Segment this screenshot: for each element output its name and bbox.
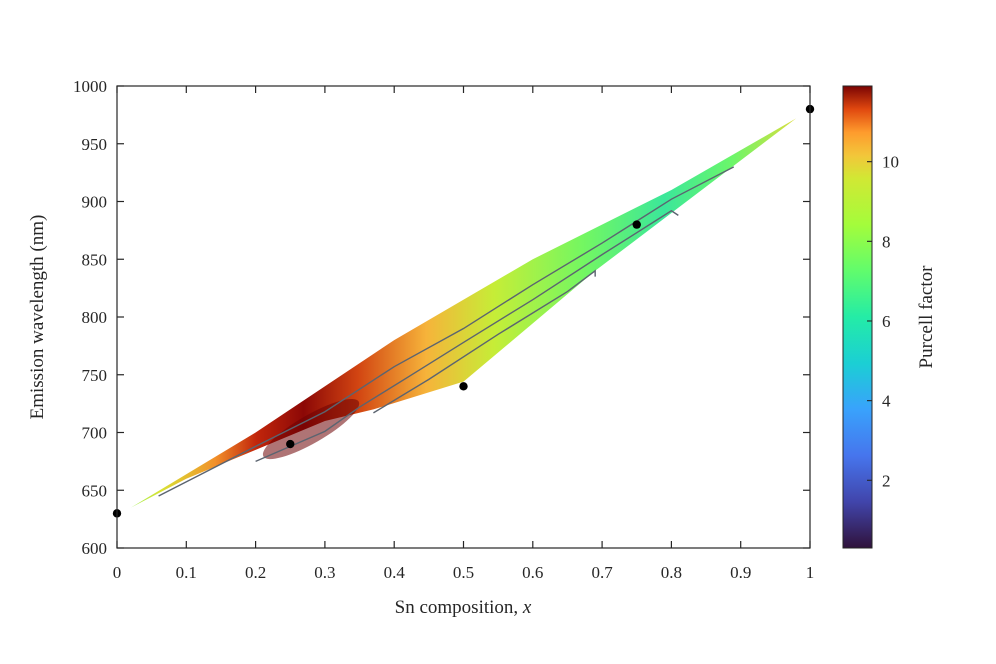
x-tick-label: 0.1	[176, 563, 197, 582]
x-axis-ticks: 0 0.1 0.2 0.3 0.4 0.5 0.6 0.7 0.8 0.9 1	[113, 86, 815, 582]
colorbar-tick-label: 10	[882, 153, 899, 172]
colorbar-tick-label: 4	[882, 392, 891, 411]
y-tick-label: 1000	[73, 77, 107, 96]
x-axis-title-variable: x	[522, 597, 532, 618]
x-tick-label: 0.7	[591, 563, 613, 582]
contour-line-3	[373, 269, 596, 414]
purcell-heatmap-layer	[130, 118, 797, 508]
y-tick-label: 800	[82, 308, 108, 327]
colorbar-tick-label: 8	[882, 232, 891, 251]
contour-line-1	[158, 166, 735, 497]
x-tick-label: 0.8	[661, 563, 682, 582]
x-axis-title: Sn composition, x	[395, 597, 532, 618]
contour-line-2	[255, 209, 679, 463]
y-axis-ticks: 600 650 700 750 800 850 900 950 1000	[73, 77, 810, 558]
x-axis-title-text: Sn composition,	[395, 597, 523, 618]
colorbar-ticks: 2 4 6 8 10	[867, 153, 899, 490]
y-tick-label: 750	[82, 366, 108, 385]
y-tick-label: 600	[82, 539, 108, 558]
y-tick-label: 900	[82, 193, 108, 212]
x-tick-label: 0.6	[522, 563, 543, 582]
colorbar-label: Purcell factor	[916, 265, 937, 369]
data-point-2	[286, 439, 295, 449]
y-tick-label: 650	[82, 481, 108, 500]
y-tick-label: 850	[82, 250, 108, 269]
data-point-4	[632, 220, 641, 229]
purcell-region	[130, 118, 797, 508]
contour-lines	[158, 166, 735, 497]
y-tick-label: 950	[82, 135, 108, 154]
x-tick-label: 0.2	[245, 563, 266, 582]
y-tick-label: 700	[82, 424, 108, 443]
data-point-3	[459, 382, 468, 391]
x-tick-label: 0.4	[384, 563, 406, 582]
x-tick-label: 1	[806, 563, 815, 582]
colorbar-gradient	[842, 85, 873, 549]
colorbar-tick-label: 6	[882, 312, 891, 331]
x-tick-label: 0.9	[730, 563, 751, 582]
x-tick-label: 0.3	[314, 563, 335, 582]
colorbar-tick-label: 2	[882, 471, 891, 490]
colorbar: 2 4 6 8 10 Purcell factor	[842, 85, 937, 549]
y-axis-title: Emission wavelength (nm)	[27, 215, 48, 420]
x-tick-label: 0	[113, 563, 122, 582]
x-tick-label: 0.5	[453, 563, 474, 582]
